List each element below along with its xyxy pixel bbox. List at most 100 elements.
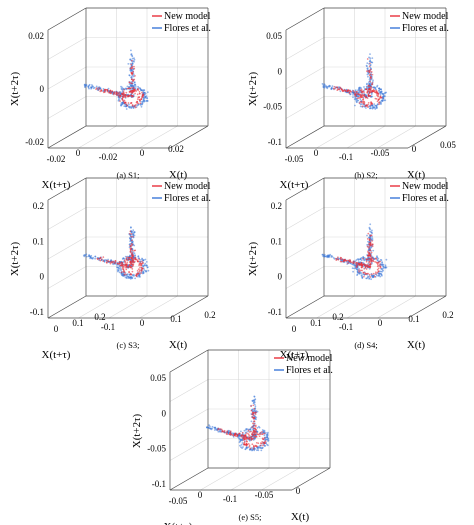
new-model-point (131, 59, 133, 62)
legend-label-flores: Flores et al. (402, 193, 449, 204)
z-tick-label: -0.1 (152, 479, 166, 489)
legend-label-new-model: New model (402, 11, 449, 22)
new-model-point (113, 262, 116, 265)
flores-point (127, 103, 130, 106)
new-model-point (121, 262, 124, 264)
flores-point (130, 49, 132, 52)
new-model-point (369, 104, 372, 106)
flores-point (253, 395, 256, 398)
flores-point (143, 92, 146, 94)
new-model-point (357, 97, 360, 99)
x-tick-label: 0 (412, 144, 417, 154)
flores-point (376, 84, 379, 87)
flores-point (261, 429, 264, 431)
flores-point (356, 274, 358, 276)
new-model-point (236, 434, 239, 436)
new-model-point (138, 90, 141, 93)
new-model-point (252, 404, 255, 407)
x-tick-label: -0.05 (255, 490, 274, 500)
new-model-point (123, 264, 126, 267)
new-model-point (252, 427, 255, 430)
flores-point (240, 430, 242, 433)
y-tick-label: -0.05 (169, 496, 188, 506)
new-model-point (125, 266, 127, 269)
flores-point (133, 84, 135, 87)
new-model-point (112, 93, 115, 96)
flores-point (133, 232, 136, 234)
flores-point (130, 53, 133, 56)
new-model-point (130, 233, 133, 235)
new-model-point (368, 91, 371, 94)
flores-point (90, 86, 93, 89)
new-model-point (253, 430, 256, 432)
new-model-point (363, 264, 366, 267)
new-model-point (377, 264, 380, 267)
flores-point (368, 277, 371, 280)
new-model-point (365, 258, 368, 261)
flores-point (372, 274, 375, 277)
new-model-point (253, 435, 256, 438)
new-model-point (257, 442, 260, 445)
new-model-point (222, 430, 225, 433)
flores-point (323, 86, 326, 89)
new-model-point (366, 104, 368, 107)
grid-lines (169, 350, 330, 491)
flores-point (329, 85, 332, 87)
z-tick-label: -0.1 (30, 307, 44, 317)
new-model-point (338, 88, 341, 91)
flores-point (366, 65, 368, 68)
new-model-point (254, 425, 257, 428)
new-model-point (96, 257, 99, 260)
new-model-point (122, 268, 125, 270)
new-model-point (348, 91, 351, 94)
legend-label-new-model: New model (164, 181, 211, 192)
new-model-point (251, 426, 253, 428)
new-model-point (252, 417, 255, 420)
flores-point (372, 86, 375, 89)
new-model-point (371, 240, 373, 242)
new-model-point (240, 435, 242, 438)
new-model-point (141, 267, 144, 270)
flores-point (368, 226, 371, 229)
new-model-point (372, 258, 375, 260)
new-model-point (130, 266, 132, 268)
new-model-point (98, 257, 101, 260)
flores-point (239, 444, 241, 447)
flores-point (248, 428, 251, 431)
flores-point (131, 55, 134, 58)
flores-point (85, 253, 88, 256)
new-model-point (368, 245, 371, 248)
flores-point (87, 85, 89, 88)
new-model-point (106, 90, 109, 93)
flores-point (141, 257, 143, 260)
new-model-point (368, 252, 371, 254)
y-axis-label: X(t+τ) (280, 179, 309, 191)
new-model-point (123, 273, 126, 276)
new-model-point (230, 433, 233, 436)
new-model-point (369, 80, 371, 83)
flores-point (351, 267, 354, 270)
flores-point (142, 90, 145, 93)
new-model-point (256, 445, 258, 448)
new-model-point (118, 96, 121, 98)
flores-point (237, 436, 240, 439)
new-model-point (371, 82, 374, 84)
flores-point (92, 87, 95, 90)
z-tick-label: 0.05 (150, 373, 166, 383)
new-model-point (370, 71, 373, 73)
new-model-point (367, 101, 370, 104)
new-model-point (108, 91, 111, 94)
new-model-point (95, 87, 98, 89)
new-model-point (255, 441, 258, 444)
new-model-point (341, 258, 343, 260)
flores-point (131, 62, 134, 65)
new-model-point (139, 261, 142, 264)
new-model-point (357, 262, 360, 265)
flores-point (129, 237, 132, 240)
flores-point (382, 265, 385, 268)
flores-point (370, 93, 373, 96)
new-model-point (130, 248, 132, 250)
new-model-point (129, 230, 132, 233)
flores-point (134, 255, 136, 257)
